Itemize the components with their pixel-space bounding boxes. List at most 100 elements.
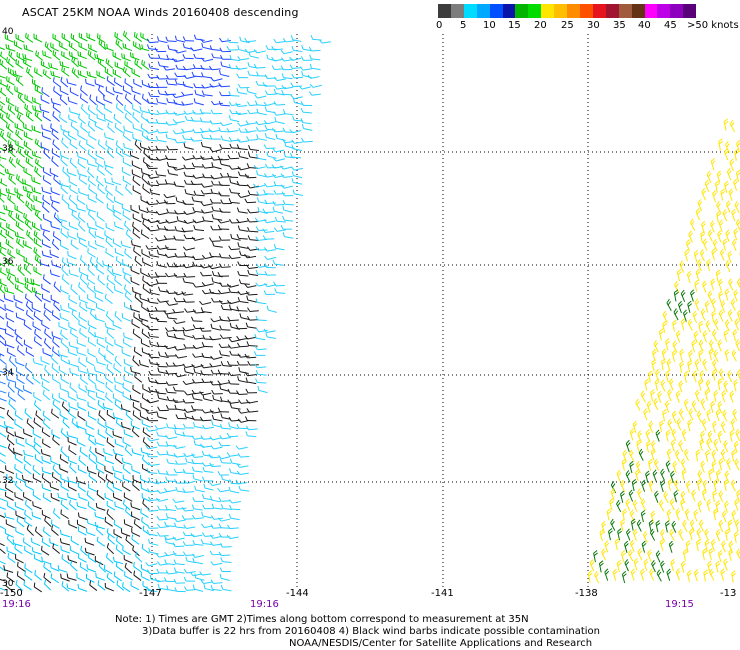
wind-barb <box>60 285 69 295</box>
wind-barb <box>52 464 61 476</box>
wind-barb <box>23 339 33 349</box>
wind-barb <box>141 302 150 313</box>
colorbar-swatch <box>567 4 580 18</box>
wind-barb <box>183 568 196 574</box>
wind-barb <box>78 140 87 151</box>
wind-barb <box>677 300 683 314</box>
wind-barb <box>139 412 149 421</box>
wind-barb <box>166 161 178 169</box>
wind-barb <box>609 498 614 511</box>
wind-barb <box>193 440 205 447</box>
wind-barb <box>191 453 204 458</box>
wind-barb <box>78 282 86 293</box>
wind-barb <box>237 193 250 198</box>
wind-barb <box>660 560 665 573</box>
wind-barb <box>632 528 638 542</box>
wind-barb <box>123 358 133 368</box>
wind-barb <box>15 213 24 224</box>
wind-barb <box>682 309 688 322</box>
wind-barb <box>123 284 132 296</box>
wind-barb <box>218 191 230 197</box>
wind-barb <box>183 298 195 303</box>
wind-barb <box>52 374 61 385</box>
wind-barb <box>183 164 195 170</box>
wind-barb <box>0 586 6 591</box>
wind-barb <box>156 441 169 447</box>
wind-barb <box>633 558 639 571</box>
wind-barb <box>61 274 70 285</box>
wind-barb <box>164 487 177 493</box>
wind-barb <box>163 66 176 71</box>
wind-barb <box>711 248 717 261</box>
wind-barb <box>0 242 7 250</box>
wind-barb <box>681 468 687 481</box>
wind-barb <box>227 388 239 394</box>
wind-barb <box>626 528 631 541</box>
wind-barb <box>211 297 223 303</box>
wind-barb <box>76 501 87 510</box>
wind-barb <box>79 93 89 104</box>
wind-barb <box>182 200 194 205</box>
wind-barb <box>23 44 34 53</box>
wind-barb <box>157 61 169 68</box>
wind-barb <box>192 283 205 288</box>
colorbar-swatch <box>528 4 542 18</box>
wind-barb <box>720 300 726 313</box>
wind-barb <box>14 231 25 239</box>
wind-barb <box>51 310 61 321</box>
colorbar-swatch <box>554 4 568 18</box>
wind-barb <box>154 306 167 312</box>
wind-barb <box>23 240 33 250</box>
wind-barb <box>226 300 240 305</box>
wind-barb <box>96 96 105 106</box>
wind-barb <box>166 301 179 306</box>
wind-barb <box>217 369 230 375</box>
wind-barb <box>0 247 6 257</box>
wind-barb <box>149 574 161 582</box>
wind-barb <box>25 157 34 168</box>
wind-barb <box>5 491 14 501</box>
wind-barb <box>183 74 196 80</box>
wind-barb <box>77 169 88 178</box>
wind-barb <box>70 33 80 44</box>
wind-barb <box>141 79 152 89</box>
wind-barb <box>698 349 704 362</box>
wind-barb <box>164 351 177 357</box>
wind-barb <box>76 152 87 161</box>
wind-barb <box>209 481 222 487</box>
wind-barb <box>683 398 689 412</box>
wind-barb <box>155 388 167 395</box>
wind-barb <box>184 115 196 122</box>
wind-barb <box>202 334 214 341</box>
wind-barb <box>181 291 194 296</box>
wind-barb <box>219 47 232 53</box>
wind-barb <box>0 543 6 555</box>
wind-barb <box>717 339 723 352</box>
wind-barb <box>689 528 694 541</box>
wind-barb <box>734 519 740 532</box>
wind-barb <box>282 109 294 116</box>
wind-barb <box>53 281 61 293</box>
wind-barb <box>227 344 240 349</box>
wind-barb <box>246 163 258 169</box>
wind-barb <box>131 465 141 474</box>
wind-barb <box>88 240 98 250</box>
wind-barb <box>113 571 122 582</box>
wind-barb <box>237 83 250 89</box>
wind-barb <box>733 379 739 392</box>
wind-barb <box>95 314 105 323</box>
wind-barb <box>672 319 678 332</box>
wind-barb <box>41 186 52 195</box>
wind-barb <box>717 378 723 391</box>
wind-barb <box>105 381 114 393</box>
wind-barb <box>700 460 706 473</box>
wind-barb <box>121 313 132 322</box>
wind-barb <box>164 345 177 350</box>
wind-barb <box>710 278 716 291</box>
wind-barb <box>79 328 88 339</box>
wind-barb <box>209 550 222 556</box>
wind-barb <box>123 302 133 311</box>
wind-barb <box>130 581 140 591</box>
wind-barb <box>61 581 70 592</box>
wind-barb <box>147 180 159 187</box>
